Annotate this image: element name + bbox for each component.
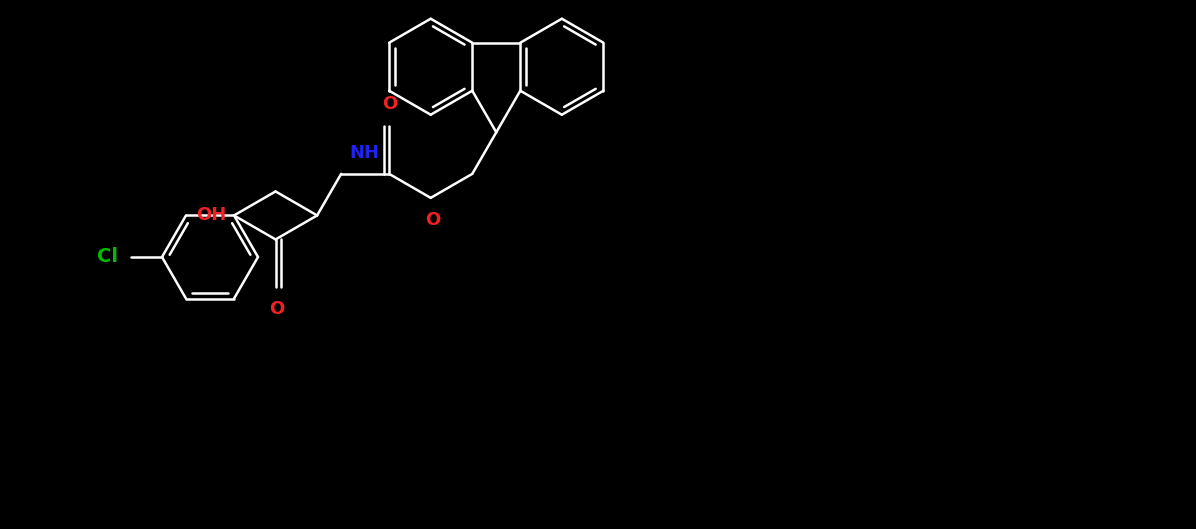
Text: O: O — [269, 300, 285, 318]
Text: Cl: Cl — [97, 248, 118, 267]
Text: OH: OH — [196, 206, 226, 224]
Text: O: O — [383, 95, 398, 113]
Text: O: O — [425, 211, 440, 229]
Text: NH: NH — [349, 144, 379, 162]
